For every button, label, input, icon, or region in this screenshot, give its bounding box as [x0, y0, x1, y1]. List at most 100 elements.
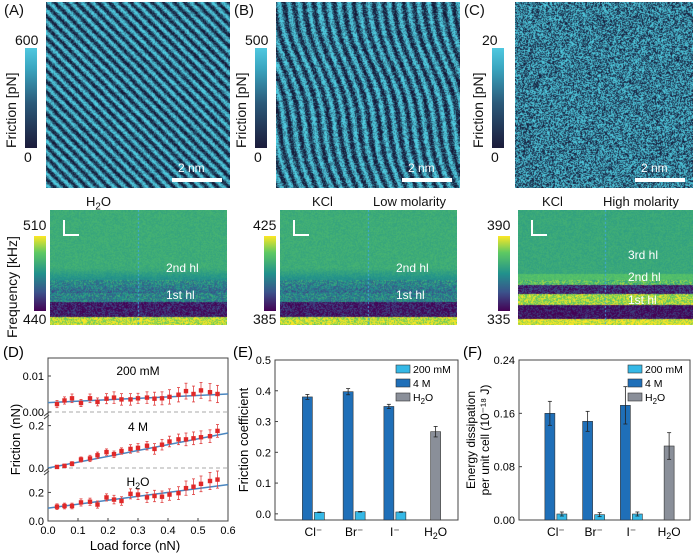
- data-point: [104, 493, 109, 502]
- frequency-colorbar: [264, 236, 276, 311]
- colorbar-max: 600: [15, 32, 39, 48]
- data-point: [87, 454, 93, 463]
- scale-bar: [172, 178, 222, 182]
- afm-friction-image: [46, 2, 230, 188]
- data-point: [62, 463, 67, 469]
- chart-f: (F) 0.00 0.08 0.16 0.24 Cl⁻ Br⁻ I⁻ H2O 200 mM 4 M H…: [463, 344, 691, 541]
- x-tick-label: 0.0: [40, 525, 55, 537]
- data-point: [119, 393, 124, 406]
- y-tick-label: 0.5: [256, 355, 271, 367]
- y-axis-label: Friction (nN): [8, 404, 23, 476]
- hydration-layer-label: 2nd hl: [166, 261, 199, 275]
- x-tick-label: Br⁻: [345, 525, 363, 539]
- data-point: [111, 391, 117, 404]
- hydration-layer-label: 1st hl: [628, 293, 657, 307]
- data-point: [167, 389, 172, 405]
- y-tick-label: 0.16: [494, 408, 515, 420]
- panel-label: (B): [234, 2, 254, 19]
- svg-text:4 M: 4 M: [413, 378, 431, 390]
- data-point: [128, 444, 133, 454]
- data-point: [198, 430, 204, 445]
- y-axis-label-units: per unit cell (10⁻¹⁸ J): [478, 385, 492, 496]
- y-axis-label: Energy dissipation: [464, 391, 478, 489]
- data-point: [69, 393, 75, 404]
- data-point: [159, 438, 165, 451]
- data-point: [128, 393, 133, 406]
- y-tick-label: 0.1: [256, 478, 271, 490]
- data-point: [104, 448, 109, 456]
- panel-label: (F): [463, 344, 482, 361]
- scale-marker: [293, 220, 309, 236]
- hydration-layer-label: 2nd hl: [628, 270, 661, 284]
- panel-label: (E): [233, 344, 253, 361]
- frequency-title-left: KCl: [312, 194, 333, 209]
- panel-label: (D): [3, 344, 24, 361]
- frequency-map: [518, 210, 693, 325]
- x-tick-label: I⁻: [627, 525, 637, 539]
- bar: [632, 511, 643, 521]
- data-point: [54, 464, 60, 470]
- x-tick-label: Br⁻: [584, 525, 602, 539]
- data-point: [135, 443, 141, 453]
- data-point: [78, 498, 84, 507]
- data-point: [144, 441, 150, 451]
- scale-bar-label: 2 nm: [178, 161, 205, 175]
- colorbar-min: 0: [254, 149, 262, 165]
- y-tick-label: 0.24: [494, 355, 515, 367]
- data-point: [104, 393, 109, 405]
- afm-friction-image: [515, 2, 693, 188]
- data-point: [95, 500, 100, 509]
- data-point: [198, 382, 204, 399]
- scale-marker: [63, 220, 79, 236]
- data-point: [215, 470, 220, 489]
- friction-colorbar: [255, 48, 267, 148]
- series-label: 4 M: [128, 420, 148, 434]
- y-tick-label: 0.08: [494, 462, 515, 474]
- x-tick-label: 0.1: [70, 525, 85, 537]
- colorbar-max: 390: [487, 217, 511, 233]
- scale-marker: [531, 220, 547, 236]
- legend-item: 200 mM: [627, 364, 683, 376]
- legend-item: 200 mM: [395, 364, 451, 376]
- bar: [544, 400, 556, 521]
- data-point: [62, 396, 67, 405]
- scale-bar: [635, 178, 685, 182]
- bar: [302, 394, 313, 521]
- data-point: [215, 424, 220, 438]
- afm-friction-image: [276, 2, 460, 188]
- colorbar-min: 385: [253, 311, 277, 327]
- frequency-map: [280, 210, 457, 325]
- plot-frame: [274, 359, 459, 521]
- bar: [354, 510, 366, 521]
- svg-text:4 M: 4 M: [645, 378, 663, 390]
- x-tick-label: Cl⁻: [305, 525, 323, 539]
- y-tick-label: 0.00: [494, 515, 515, 527]
- data-point: [167, 488, 172, 501]
- data-point: [183, 480, 189, 496]
- series-label: H2O: [126, 475, 149, 491]
- frequency-title-left: KCl: [542, 194, 563, 209]
- svg-text:H2O: H2O: [645, 392, 665, 406]
- frequency-title-left: H2O: [86, 194, 111, 213]
- data-point: [191, 385, 196, 403]
- bar: [430, 426, 441, 521]
- data-point: [87, 497, 93, 506]
- x-tick-label: 0.6: [220, 525, 235, 537]
- colorbar-max: 500: [245, 32, 269, 48]
- data-point: [87, 393, 93, 404]
- colorbar-min: 0: [24, 149, 32, 165]
- data-point: [111, 494, 117, 505]
- data-point: [69, 502, 75, 510]
- series-label: 200 mM: [116, 364, 159, 378]
- y-tick-label: 0.00: [23, 407, 44, 419]
- legend-item: H2O: [395, 392, 433, 406]
- frequency-axis-label: Frequency [kHz]: [4, 236, 20, 338]
- y-tick-label: 0.3: [256, 417, 271, 429]
- x-tick-label: H2O: [658, 525, 681, 541]
- colorbar-min: 335: [487, 311, 511, 327]
- y-tick-label: 0.0: [29, 516, 44, 528]
- colorbar-label: Friction [pN]: [3, 72, 19, 148]
- data-point: [144, 391, 150, 404]
- x-tick-label: H2O: [424, 525, 447, 541]
- data-point: [95, 451, 100, 459]
